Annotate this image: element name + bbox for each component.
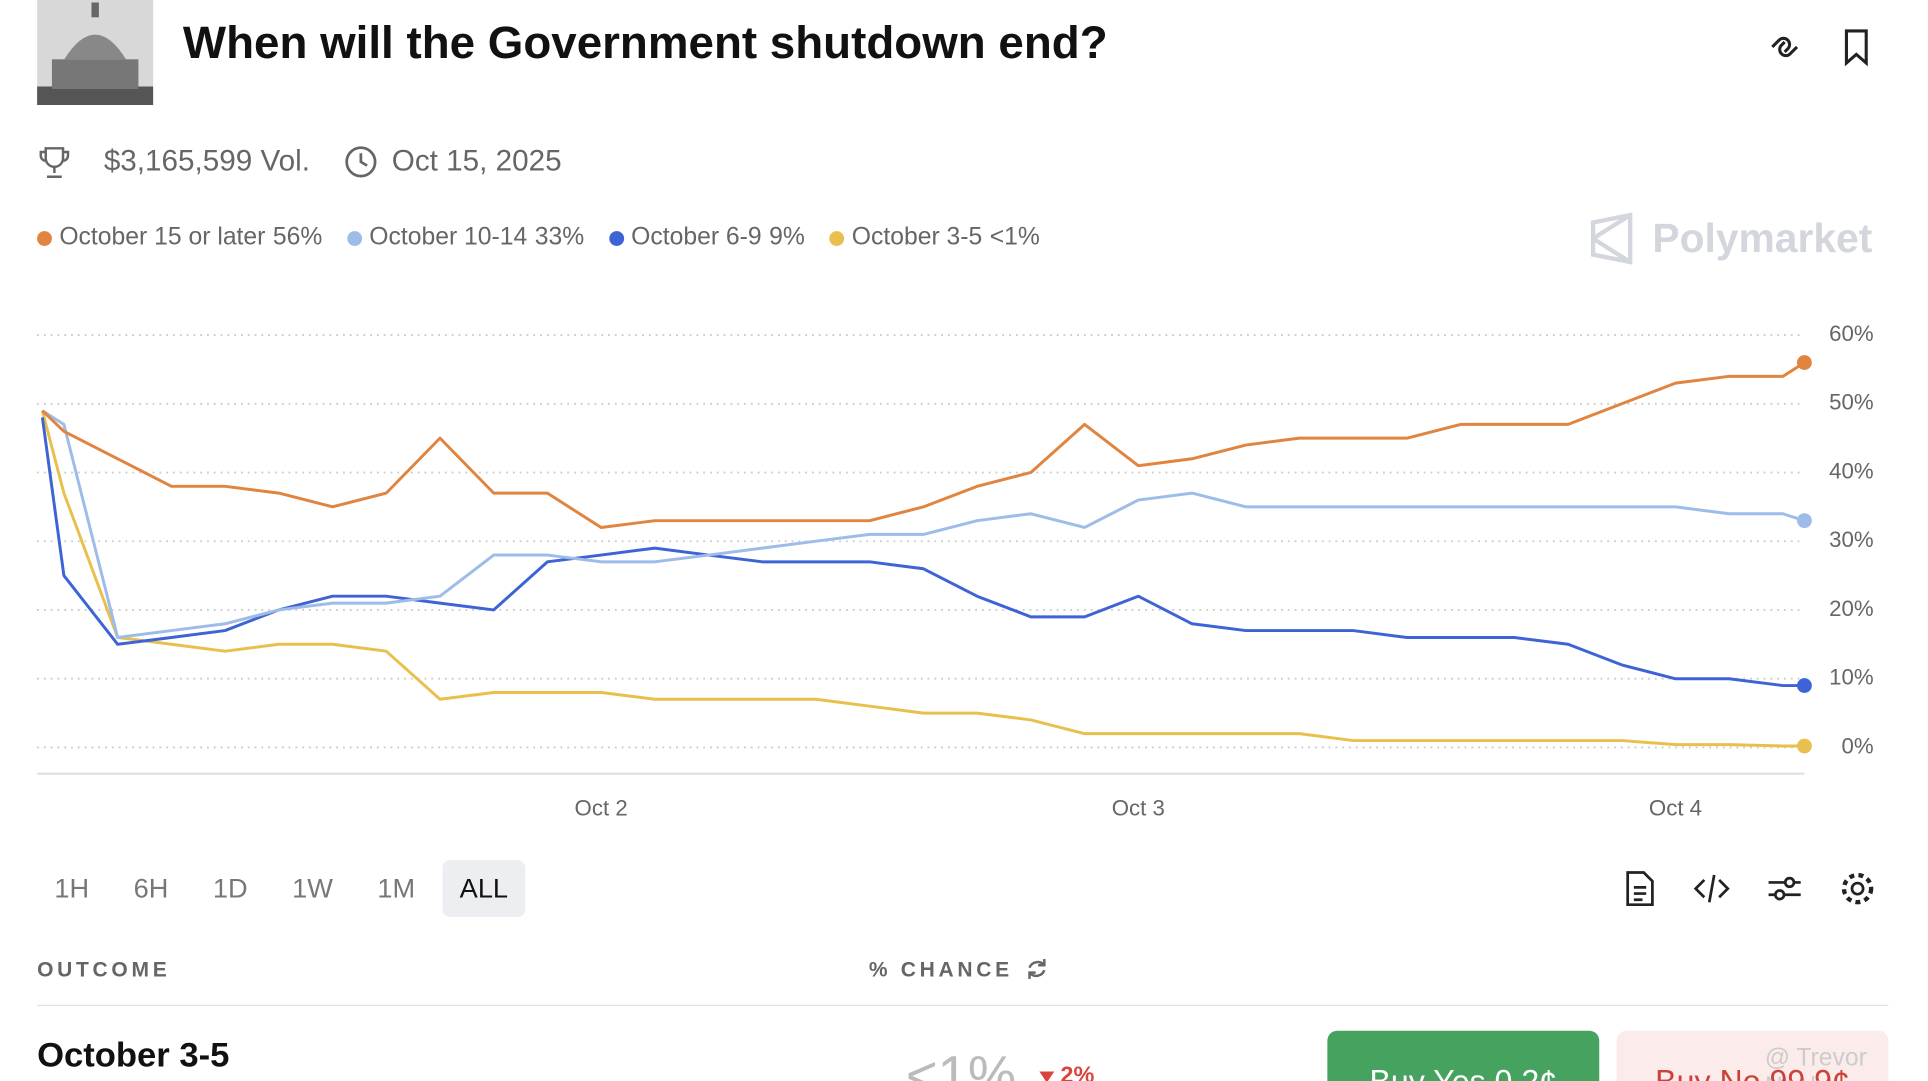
timeframe-button[interactable]: ALL <box>442 860 526 918</box>
outcome-name: October 3-5 <box>37 1035 230 1074</box>
series-line <box>41 361 1806 529</box>
timeframe-button[interactable]: 1M <box>377 872 416 904</box>
embed-icon[interactable] <box>1693 870 1730 907</box>
brand-logo <box>1590 212 1633 265</box>
legend: October 15 or later 56% October 10-14 33% Oc… <box>37 224 1040 252</box>
legend-dot <box>347 230 362 246</box>
outcome-change: 2% <box>1060 1062 1095 1081</box>
legend-value: <1% <box>989 223 1040 251</box>
legend-value: 9% <box>769 223 805 251</box>
end-dot <box>1796 513 1812 529</box>
end-dot <box>1796 738 1812 754</box>
chance-header: % CHANCE <box>868 957 1013 982</box>
timeframe-button[interactable]: 6H <box>133 872 169 904</box>
y-tick-label: 40% <box>1829 458 1874 483</box>
legend-name: October 15 or later <box>59 223 266 251</box>
series-line <box>40 410 1805 748</box>
end-dot <box>1796 678 1812 693</box>
document-icon[interactable] <box>1622 870 1659 907</box>
y-tick-label: 20% <box>1829 596 1874 621</box>
series-line <box>40 417 1805 688</box>
legend-item: October 10-14 33% <box>347 224 584 252</box>
end-dot <box>1796 355 1812 370</box>
price-chart: 0% 10% 20% 30% 40% 50% 60% Oct 2 Oct 3 Oct 4 <box>37 321 1874 820</box>
legend-item: October 6-9 9% <box>608 223 805 252</box>
y-tick-label: 30% <box>1829 527 1874 552</box>
brand-name: Polymarket <box>1652 215 1873 261</box>
timeframe-button[interactable]: 1W <box>292 872 333 904</box>
timeframe-button[interactable]: 1H <box>54 872 90 904</box>
buy-yes-button[interactable]: Buy Yes 0.2¢ <box>1327 1030 1600 1081</box>
legend-dot <box>608 230 624 246</box>
x-tick-label: Oct 2 <box>575 795 628 820</box>
watermark: @ Trevor Noah <box>1764 1044 1867 1081</box>
timeframe-selector: 1H 6H 1D 1W 1M ALL <box>37 860 526 918</box>
link-icon[interactable] <box>1765 27 1805 67</box>
bookmark-icon[interactable] <box>1839 27 1876 67</box>
legend-item: October 15 or later 56% <box>37 224 322 252</box>
divider <box>37 1004 1889 1007</box>
legend-name: October 10-14 <box>369 223 528 251</box>
volume: $3,165,599 Vol. <box>103 144 310 178</box>
trophy-icon <box>39 147 70 178</box>
outcome-chance: <1% <box>905 1045 1017 1081</box>
settings-icon[interactable] <box>1839 870 1876 907</box>
buy-no-button[interactable]: Buy No 99.9¢ <box>1616 1030 1889 1081</box>
legend-dot <box>37 230 52 246</box>
y-tick-label: 60% <box>1829 321 1874 346</box>
legend-item: October 3-5 <1% <box>829 223 1040 252</box>
clock-icon <box>345 146 377 178</box>
legend-name: October 3-5 <box>851 223 983 251</box>
refresh-icon[interactable] <box>1025 957 1050 982</box>
filter-icon[interactable] <box>1766 870 1803 907</box>
x-tick-label: Oct 3 <box>1112 795 1165 820</box>
market-image <box>37 0 154 106</box>
down-arrow <box>1039 1071 1055 1081</box>
timeframe-button[interactable]: 1D <box>212 872 248 904</box>
legend-value: 33% <box>534 223 585 251</box>
outcome-header: OUTCOME <box>37 957 171 982</box>
y-tick-label: 10% <box>1829 665 1874 690</box>
market-title: When will the Government shutdown end? <box>182 17 1108 68</box>
end-date: Oct 15, 2025 <box>391 144 562 178</box>
y-tick-label: 50% <box>1829 390 1874 415</box>
x-tick-label: Oct 4 <box>1649 795 1702 820</box>
y-tick-label: 0% <box>1841 733 1873 758</box>
legend-dot <box>829 230 845 246</box>
legend-value: 56% <box>272 223 323 251</box>
legend-name: October 6-9 <box>631 223 762 251</box>
series-line <box>41 409 1805 639</box>
